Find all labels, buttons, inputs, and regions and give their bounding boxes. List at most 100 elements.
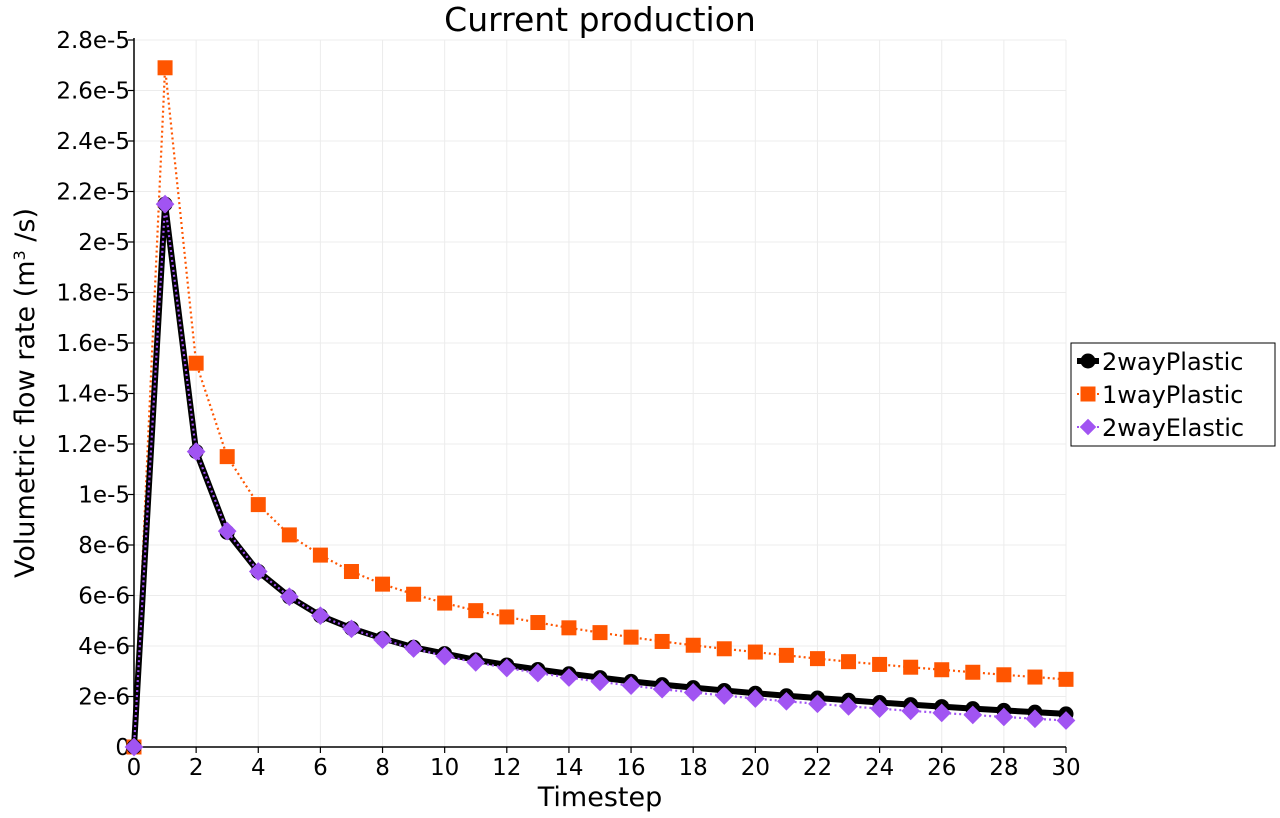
y-tick-label-10: 2e-5 [78, 230, 130, 256]
2wayElastic-point-28 [994, 707, 1014, 727]
2wayElastic-point-29 [1025, 709, 1045, 729]
1wayPlastic-point-20 [747, 644, 763, 660]
legend-label-2wayPlastic: 2wayPlastic [1102, 348, 1243, 376]
2wayElastic-point-30 [1056, 711, 1076, 730]
series-1wayPlastic [126, 60, 1074, 755]
1wayPlastic-point-8 [375, 576, 391, 592]
1wayPlastic-point-25 [903, 659, 919, 675]
1wayPlastic-point-17 [654, 633, 670, 649]
x-tick-label-15: 30 [1051, 755, 1080, 781]
1wayPlastic-point-21 [778, 647, 794, 663]
x-tick-label-11: 22 [803, 755, 832, 781]
1wayPlastic-point-5 [281, 527, 297, 543]
x-tick-label-10: 20 [741, 755, 770, 781]
2wayElastic-point-7 [342, 619, 361, 639]
2wayElastic-point-13 [528, 663, 548, 683]
2wayElastic-point-1 [155, 194, 175, 214]
x-tick-label-3: 6 [313, 755, 328, 781]
2wayElastic-point-10 [435, 646, 455, 666]
x-tick-label-14: 28 [989, 755, 1018, 781]
2wayElastic-point-27 [963, 705, 983, 725]
y-tick-label-14: 2.8e-5 [56, 28, 130, 54]
y-axis-label-tail: /s) [10, 208, 41, 250]
x-tick-label-9: 18 [679, 755, 708, 781]
x-tick-label-7: 14 [554, 755, 583, 781]
1wayPlastic-point-22 [809, 651, 825, 667]
1wayPlastic-point-3 [219, 449, 235, 465]
y-tick-label-1: 2e-6 [78, 685, 130, 711]
y-tick-label-6: 1.2e-5 [56, 432, 130, 458]
x-tick-label-12: 24 [865, 755, 894, 781]
x-tick-label-6: 12 [492, 755, 521, 781]
2wayElastic-point-14 [559, 668, 579, 687]
y-tick-label-12: 2.4e-5 [56, 129, 130, 155]
2wayElastic-point-9 [404, 639, 423, 658]
1wayPlastic-line [132, 67, 1067, 748]
1wayPlastic-point-15 [592, 625, 608, 641]
1wayPlastic-point-4 [250, 497, 266, 513]
legend-marker-2wayPlastic [1080, 353, 1096, 369]
y-tick-label-5: 1e-5 [78, 483, 130, 509]
1wayPlastic-point-29 [1027, 669, 1043, 685]
y-axis-label-superscript: 3 [10, 250, 29, 260]
legend-label-2wayElastic: 2wayElastic [1102, 414, 1244, 442]
x-axis-label: Timestep [537, 782, 662, 813]
y-tick-label-4: 8e-6 [78, 533, 130, 559]
2wayElastic-point-5 [279, 587, 299, 607]
y-tick-label-13: 2.6e-5 [56, 79, 130, 105]
x-tick-label-1: 2 [189, 755, 204, 781]
1wayPlastic-point-9 [406, 586, 422, 602]
series-2wayPlastic [126, 196, 1074, 755]
1wayPlastic-point-26 [934, 662, 950, 678]
x-tick-label-13: 26 [927, 755, 956, 781]
chart-title: Current production [444, 0, 756, 39]
grid [133, 39, 1067, 748]
1wayPlastic-point-6 [312, 547, 328, 563]
y-tick-label-2: 4e-6 [78, 634, 130, 660]
y-axis-label-main: Volumetric flow rate (m [10, 260, 41, 578]
1wayPlastic-point-1 [157, 60, 173, 76]
y-axis-label: Volumetric flow rate (m3 /s) [10, 208, 42, 578]
2wayElastic-point-20 [745, 689, 765, 708]
1wayPlastic-point-13 [530, 615, 546, 631]
x-tick-label-4: 8 [375, 755, 390, 781]
2wayElastic-point-18 [683, 683, 703, 702]
1wayPlastic-point-24 [872, 656, 888, 672]
2wayElastic-point-17 [652, 679, 672, 699]
x-tick-label-2: 4 [251, 755, 266, 781]
1wayPlastic-point-30 [1058, 671, 1074, 687]
1wayPlastic-point-19 [716, 641, 732, 657]
2wayElastic-point-21 [777, 691, 796, 711]
x-tick-label-5: 10 [430, 755, 459, 781]
legend-marker-2wayElastic [1079, 418, 1097, 436]
1wayPlastic-point-14 [561, 620, 577, 636]
2wayElastic-point-3 [217, 521, 237, 541]
tick-labels: 0 2 4 6 8 10 12 14 16 18 20 22 24 26 28 3002e-64e-66e-6… [56, 28, 1080, 781]
2wayElastic-point-2 [186, 442, 206, 461]
1wayPlastic-point-16 [623, 629, 639, 645]
2wayElastic-point-24 [870, 699, 889, 718]
2wayElastic-point-25 [901, 701, 921, 721]
2wayElastic-point-8 [373, 630, 392, 650]
y-tick-label-9: 1.8e-5 [56, 281, 130, 307]
series-2wayElastic [124, 194, 1076, 757]
2wayElastic-line [132, 203, 1067, 748]
y-tick-label-0: 0 [115, 735, 130, 761]
2wayElastic-point-0 [124, 737, 144, 757]
1wayPlastic-point-12 [499, 609, 515, 625]
2wayElastic-point-19 [714, 686, 734, 705]
x-tick-label-0: 0 [127, 755, 142, 781]
y-tick-label-7: 1.4e-5 [56, 382, 130, 408]
2wayElastic-point-6 [311, 606, 330, 626]
1wayPlastic-point-28 [996, 667, 1012, 683]
legend-box [1070, 342, 1276, 447]
y-tick-label-3: 6e-6 [78, 584, 130, 610]
1wayPlastic-point-23 [841, 654, 857, 670]
2wayElastic-point-12 [497, 658, 517, 678]
1wayPlastic-point-11 [468, 603, 484, 619]
1wayPlastic-point-7 [343, 564, 359, 580]
y-tick-label-11: 2.2e-5 [56, 180, 130, 206]
y-tick-label-8: 1.6e-5 [56, 331, 130, 357]
2wayElastic-point-23 [839, 696, 858, 716]
